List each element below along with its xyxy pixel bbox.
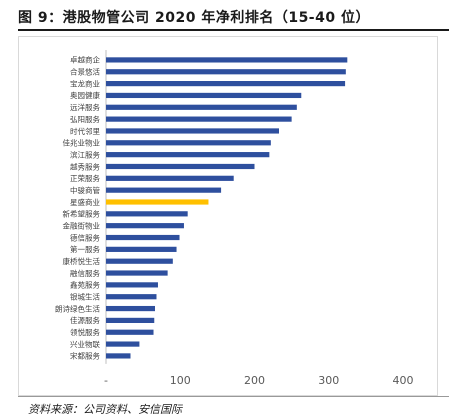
- bar-17: [106, 246, 177, 252]
- category-label-20: 鑫苑服务: [70, 280, 100, 290]
- bar-6: [106, 116, 292, 122]
- bar-chart: 卓越商企合景悠活宝龙商业奥园健康远洋服务弘阳服务时代邻里佳兆业物业滨江服务越秀服…: [55, 50, 414, 387]
- category-label-10: 越秀服务: [70, 161, 100, 171]
- category-label-2: 合景悠活: [70, 67, 100, 77]
- x-tick-label-1: -: [104, 374, 108, 387]
- category-label-22: 朗诗绿色生活: [55, 303, 100, 313]
- category-label-24: 领悦服务: [70, 327, 100, 337]
- category-label-19: 融信服务: [70, 268, 100, 278]
- category-label-7: 时代邻里: [70, 126, 100, 136]
- category-label-1: 卓越商企: [70, 55, 100, 65]
- category-label-15: 金融街物业: [63, 220, 101, 230]
- bar-23: [106, 317, 155, 323]
- bar-16: [106, 234, 180, 241]
- bar-1: [106, 57, 348, 63]
- bar-15: [106, 223, 184, 229]
- category-label-6: 弘阳服务: [70, 114, 100, 124]
- category-label-16: 德信服务: [70, 232, 100, 242]
- bar-19: [106, 270, 168, 276]
- bar-7: [106, 128, 279, 134]
- category-label-9: 滨江服务: [70, 149, 100, 159]
- bar-3: [106, 81, 346, 87]
- bar-2: [106, 69, 346, 75]
- category-label-3: 宝龙商业: [70, 78, 100, 88]
- category-label-21: 银城生活: [70, 292, 100, 302]
- bar-25: [106, 341, 140, 347]
- category-label-14: 新希望服务: [63, 209, 101, 219]
- category-label-13: 星盛商业: [70, 197, 100, 207]
- title-rule: [18, 29, 449, 31]
- chart-frame: [18, 36, 438, 396]
- bar-18: [106, 258, 173, 264]
- bar-10: [106, 163, 255, 170]
- category-label-17: 第一服务: [70, 244, 100, 254]
- x-tick-label-2: 100: [170, 374, 191, 387]
- category-label-12: 中骏商管: [70, 185, 100, 195]
- bar-13: [106, 199, 209, 205]
- bar-14: [106, 211, 188, 217]
- category-label-5: 远洋服务: [70, 102, 100, 112]
- bar-8: [106, 140, 271, 146]
- category-label-11: 正荣服务: [70, 173, 100, 183]
- bar-24: [106, 329, 154, 335]
- category-label-8: 佳兆业物业: [63, 138, 101, 148]
- bar-26: [106, 353, 131, 359]
- category-label-4: 奥园健康: [70, 90, 100, 100]
- x-tick-label-3: 200: [244, 374, 265, 387]
- bar-20: [106, 282, 158, 288]
- bottom-rule: [18, 396, 449, 397]
- x-tick-label-5: 400: [393, 374, 414, 387]
- category-label-18: 康桥悦生活: [63, 256, 101, 266]
- category-label-23: 佳源服务: [70, 315, 100, 325]
- source-note: 资料来源：公司资料、安信国际: [28, 403, 182, 416]
- bar-21: [106, 294, 157, 300]
- category-label-25: 兴业物联: [70, 339, 100, 349]
- bar-9: [106, 152, 270, 158]
- bar-4: [106, 92, 302, 99]
- figure-title: 图 9：港股物管公司 2020 年净利排名（15-40 位）: [18, 10, 370, 26]
- bar-12: [106, 187, 222, 193]
- x-tick-label-4: 300: [318, 374, 339, 387]
- category-label-26: 宋都服务: [70, 351, 100, 361]
- bar-5: [106, 104, 297, 110]
- bar-22: [106, 305, 155, 312]
- bar-11: [106, 175, 234, 181]
